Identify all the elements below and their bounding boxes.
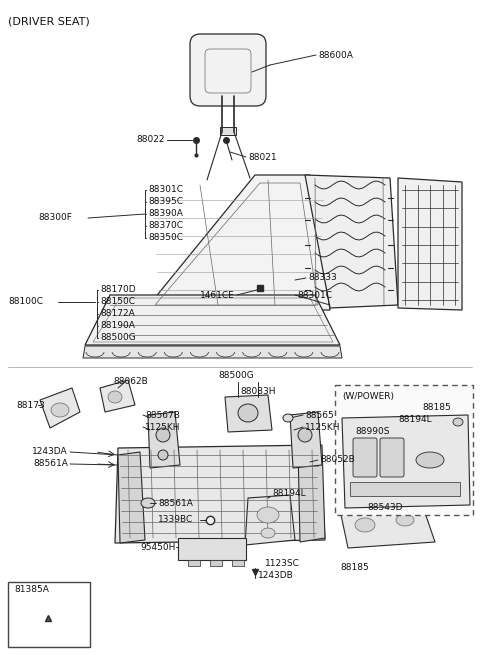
- Polygon shape: [85, 295, 340, 345]
- Ellipse shape: [156, 428, 170, 442]
- Text: 88022: 88022: [136, 136, 165, 145]
- Text: 88194L: 88194L: [272, 489, 306, 498]
- Text: 88062B: 88062B: [113, 377, 148, 386]
- Text: 88567B: 88567B: [145, 411, 180, 419]
- FancyBboxPatch shape: [353, 438, 377, 477]
- Polygon shape: [225, 395, 272, 432]
- Text: 88194L: 88194L: [398, 415, 432, 424]
- Polygon shape: [340, 498, 435, 548]
- FancyBboxPatch shape: [232, 560, 244, 566]
- Polygon shape: [290, 412, 322, 468]
- Text: 1243DB: 1243DB: [258, 571, 294, 580]
- Ellipse shape: [416, 452, 444, 468]
- Polygon shape: [305, 175, 398, 308]
- Text: 88301C: 88301C: [148, 185, 183, 195]
- FancyBboxPatch shape: [190, 34, 266, 106]
- Text: 88500G: 88500G: [100, 333, 136, 343]
- Text: 88561A: 88561A: [33, 460, 68, 468]
- Ellipse shape: [355, 518, 375, 532]
- Ellipse shape: [453, 418, 463, 426]
- Text: 88170D: 88170D: [100, 286, 136, 295]
- Text: 88173: 88173: [16, 400, 45, 409]
- Ellipse shape: [51, 403, 69, 417]
- Ellipse shape: [298, 428, 312, 442]
- Text: 88083H: 88083H: [240, 388, 276, 396]
- Text: 88561A: 88561A: [158, 498, 193, 508]
- Text: 88333: 88333: [308, 274, 337, 282]
- Text: 88021: 88021: [248, 153, 276, 162]
- Text: 88172A: 88172A: [100, 310, 135, 318]
- FancyBboxPatch shape: [210, 560, 222, 566]
- FancyBboxPatch shape: [178, 538, 246, 560]
- Text: (DRIVER SEAT): (DRIVER SEAT): [8, 16, 90, 26]
- Ellipse shape: [158, 450, 168, 460]
- Text: 95450H: 95450H: [140, 542, 175, 552]
- FancyBboxPatch shape: [188, 560, 200, 566]
- Ellipse shape: [238, 404, 258, 422]
- Polygon shape: [148, 412, 180, 468]
- Polygon shape: [83, 346, 342, 358]
- FancyBboxPatch shape: [380, 438, 404, 477]
- FancyBboxPatch shape: [8, 582, 90, 647]
- Text: 1125KH: 1125KH: [145, 422, 180, 432]
- Polygon shape: [342, 415, 470, 508]
- Ellipse shape: [141, 498, 155, 508]
- Polygon shape: [115, 445, 325, 543]
- Text: 88543D: 88543D: [367, 504, 403, 512]
- Text: 88301C: 88301C: [297, 291, 332, 299]
- Text: 88990S: 88990S: [355, 428, 389, 436]
- FancyBboxPatch shape: [220, 127, 236, 135]
- Text: 1125KH: 1125KH: [305, 422, 340, 432]
- Text: 88395C: 88395C: [148, 198, 183, 206]
- Text: 88052B: 88052B: [320, 455, 355, 464]
- Polygon shape: [298, 445, 325, 542]
- Text: 88185: 88185: [340, 563, 369, 572]
- Text: 88185: 88185: [422, 403, 451, 413]
- Ellipse shape: [108, 391, 122, 403]
- Text: 88100C: 88100C: [8, 297, 43, 307]
- Text: 88300F: 88300F: [38, 214, 72, 223]
- Text: 88500G: 88500G: [218, 371, 254, 381]
- Text: 1123SC: 1123SC: [265, 559, 300, 567]
- Text: 1461CE: 1461CE: [200, 291, 235, 299]
- Text: 88600A: 88600A: [318, 50, 353, 60]
- Ellipse shape: [261, 528, 275, 538]
- FancyBboxPatch shape: [335, 385, 473, 515]
- Ellipse shape: [283, 414, 293, 422]
- Polygon shape: [145, 175, 330, 310]
- Ellipse shape: [257, 507, 279, 523]
- Text: 1243DA: 1243DA: [32, 447, 68, 457]
- Text: 88190A: 88190A: [100, 322, 135, 331]
- FancyBboxPatch shape: [350, 482, 460, 496]
- Text: 88350C: 88350C: [148, 233, 183, 242]
- Text: 88370C: 88370C: [148, 221, 183, 231]
- Text: 88565: 88565: [305, 411, 334, 419]
- Polygon shape: [398, 178, 462, 310]
- Text: 81385A: 81385A: [14, 586, 49, 595]
- Polygon shape: [40, 388, 80, 428]
- Polygon shape: [245, 495, 295, 545]
- Text: (W/POWER): (W/POWER): [342, 392, 394, 400]
- Text: 1339BC: 1339BC: [158, 515, 193, 525]
- Text: 88390A: 88390A: [148, 210, 183, 219]
- Polygon shape: [100, 380, 135, 412]
- Ellipse shape: [396, 514, 414, 526]
- Polygon shape: [118, 452, 145, 543]
- Text: 88150C: 88150C: [100, 297, 135, 307]
